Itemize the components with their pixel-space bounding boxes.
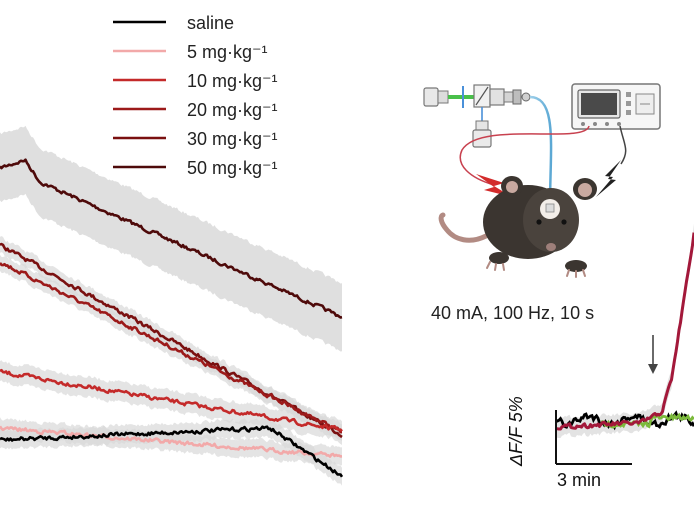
stimulation-response-trace	[556, 232, 694, 431]
stimulation-traces	[555, 223, 694, 438]
dose-trace	[0, 425, 344, 478]
error-band	[0, 125, 342, 352]
legend-item-10: 10 mg·kg⁻¹	[113, 71, 278, 91]
stimulator-device-icon	[571, 83, 661, 130]
dose-traces	[0, 125, 344, 486]
dose-trace	[0, 425, 343, 458]
optical-setup-icon	[423, 84, 531, 148]
stim-error-band	[556, 223, 694, 438]
legend-label: 30 mg·kg⁻¹	[187, 129, 278, 149]
mean-lines	[0, 158, 344, 478]
legend-label: 10 mg·kg⁻¹	[187, 71, 278, 91]
experiment-schematic: 40 mA, 100 Hz, 10 s ΔF/F 5% 3 min	[423, 83, 694, 490]
legend-item-50: 50 mg·kg⁻¹	[113, 158, 278, 178]
legend-item-20: 20 mg·kg⁻¹	[113, 100, 278, 120]
scale-bar: ΔF/F 5% 3 min	[506, 396, 632, 490]
control-trace	[600, 412, 694, 429]
legend-label: saline	[187, 13, 234, 33]
legend: saline 5 mg·kg⁻¹ 10 mg·kg⁻¹ 20 mg·kg⁻¹ 3…	[113, 13, 278, 178]
mouse-icon	[438, 176, 597, 278]
optic-fiber	[529, 95, 553, 206]
stimulus-onset-arrow-icon	[648, 335, 658, 374]
scale-bar-y-label: ΔF/F 5%	[506, 396, 526, 467]
legend-item-saline: saline	[113, 13, 234, 33]
legend-item-5: 5 mg·kg⁻¹	[113, 42, 268, 62]
legend-label: 5 mg·kg⁻¹	[187, 42, 268, 62]
stim-lead-right	[619, 125, 627, 165]
scale-bar-x-label: 3 min	[557, 470, 601, 490]
dose-trace	[0, 262, 342, 434]
legend-item-30: 30 mg·kg⁻¹	[113, 129, 278, 149]
stim-lead-left	[459, 125, 590, 186]
dose-trace	[0, 368, 343, 433]
stimulation-parameters: 40 mA, 100 Hz, 10 s	[431, 303, 594, 323]
dose-response-panel: saline 5 mg·kg⁻¹ 10 mg·kg⁻¹ 20 mg·kg⁻¹ 3…	[0, 13, 344, 486]
dose-trace	[0, 158, 343, 319]
legend-label: 50 mg·kg⁻¹	[187, 158, 278, 178]
error-band	[0, 254, 342, 441]
bolt-left-icon	[476, 174, 512, 197]
bolt-right-icon	[596, 160, 621, 197]
legend-label: 20 mg·kg⁻¹	[187, 100, 278, 120]
